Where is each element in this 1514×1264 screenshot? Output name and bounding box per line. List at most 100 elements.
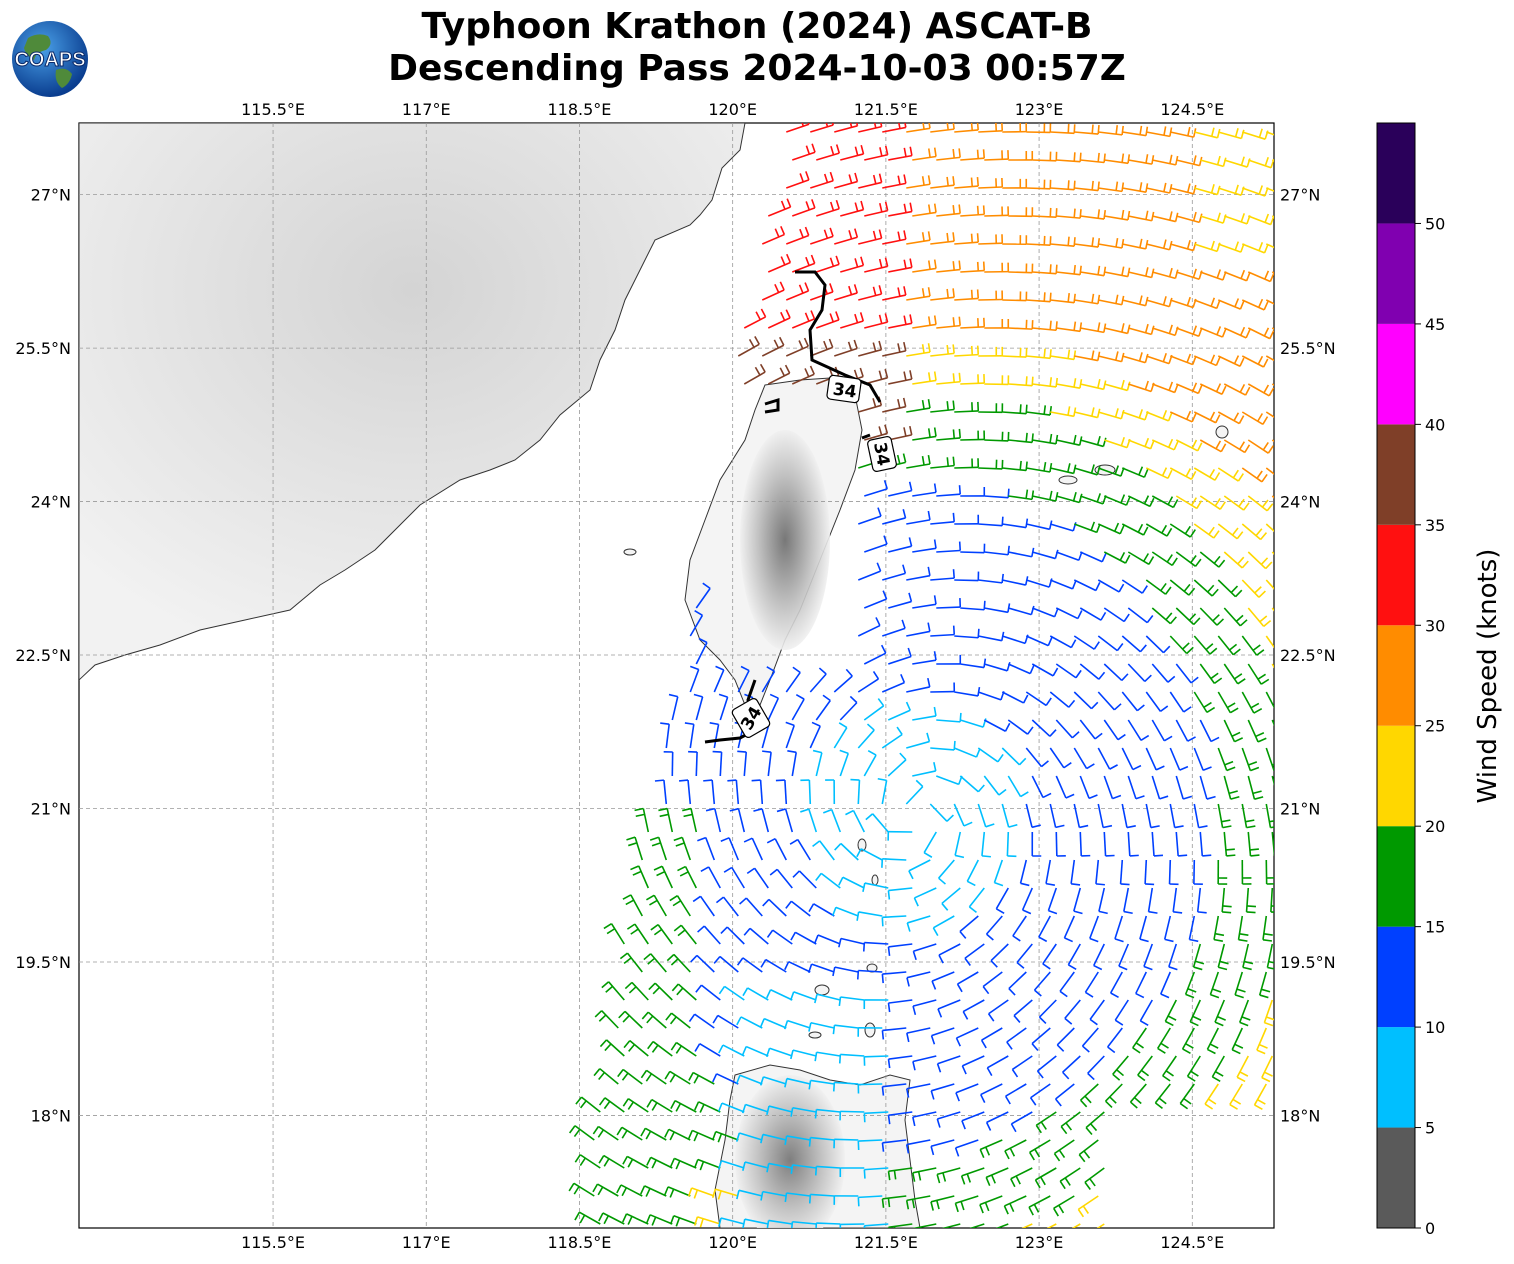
wind-barb xyxy=(882,564,907,581)
lon-tick-label-top: 115.5°E xyxy=(241,100,305,119)
wind-barb xyxy=(877,777,888,805)
wind-barb xyxy=(978,346,1004,357)
wind-barb xyxy=(1127,495,1155,508)
wind-barb xyxy=(961,1111,985,1130)
wind-barb xyxy=(906,231,931,245)
wind-barb xyxy=(858,123,883,133)
wind-barb xyxy=(1238,999,1251,1027)
wind-barb xyxy=(864,535,888,553)
wind-barb xyxy=(1151,495,1179,509)
wind-barb xyxy=(930,176,955,189)
wind-barb xyxy=(838,876,865,889)
wind-barb xyxy=(923,831,937,858)
wind-barb xyxy=(1026,123,1052,134)
wind-barb xyxy=(1127,607,1154,624)
wind-barb xyxy=(713,665,725,693)
wind-barb xyxy=(960,486,986,497)
wind-barb xyxy=(930,400,955,413)
wind-barb xyxy=(960,543,986,554)
wind-barb xyxy=(1059,1167,1081,1190)
wind-barb xyxy=(814,1165,841,1176)
wind-barb xyxy=(881,971,907,984)
wind-barb xyxy=(1193,747,1212,772)
wind-barb xyxy=(712,750,723,777)
wind-barb xyxy=(1170,183,1197,195)
wind-barb xyxy=(984,431,1010,442)
wind-barb xyxy=(1077,1195,1099,1218)
wind-barb xyxy=(1146,239,1173,251)
wind-barb xyxy=(1038,915,1051,943)
wind-barb xyxy=(857,1195,883,1207)
wind-barb xyxy=(964,943,985,966)
wind-barb xyxy=(1002,178,1028,189)
wind-barb xyxy=(1223,831,1236,857)
wind-barb xyxy=(1271,663,1274,669)
wind-barb xyxy=(816,144,841,161)
wind-barb xyxy=(1079,719,1103,740)
wind-barb xyxy=(1164,999,1177,1027)
wind-barb xyxy=(1217,943,1229,971)
wind-barb xyxy=(720,926,745,945)
wind-barb xyxy=(807,963,835,973)
wind-barb xyxy=(1053,1139,1075,1162)
wind-barb xyxy=(1199,607,1225,626)
wind-barb xyxy=(1080,152,1106,164)
wind-barb xyxy=(938,859,955,885)
wind-barb xyxy=(1008,971,1027,996)
lon-tick-label-top: 118.5°E xyxy=(548,100,612,119)
wind-barb xyxy=(1137,1055,1153,1082)
wind-barb xyxy=(1258,971,1271,999)
wind-barb xyxy=(1049,635,1077,649)
wind-barb xyxy=(1122,125,1149,137)
wind-barb xyxy=(1089,915,1100,943)
wind-barb xyxy=(882,286,907,301)
wind-barb xyxy=(887,1223,913,1228)
wind-barb xyxy=(1121,803,1136,829)
wind-barb xyxy=(760,1133,787,1144)
wind-barb xyxy=(936,428,961,441)
svg-text:34: 34 xyxy=(869,441,893,468)
colorbar-tick-label: 5 xyxy=(1425,1119,1435,1138)
wind-barb xyxy=(1008,605,1035,616)
colorbar-bin xyxy=(1377,123,1415,224)
wind-barb xyxy=(959,775,985,793)
wind-barb xyxy=(1139,915,1149,943)
wind-barb xyxy=(695,582,711,609)
wind-barb xyxy=(1152,381,1179,394)
wind-barb xyxy=(650,923,673,945)
wind-barb xyxy=(775,779,788,805)
wind-barb xyxy=(713,955,739,973)
wind-barb xyxy=(1188,915,1199,943)
wind-barb xyxy=(673,836,692,861)
wind-barb xyxy=(1010,1167,1033,1188)
wind-barb xyxy=(1271,719,1274,727)
wind-barb xyxy=(703,779,716,805)
wind-barb xyxy=(1049,803,1065,829)
wind-barb xyxy=(1001,747,1027,766)
wind-barb xyxy=(1229,1083,1243,1110)
wind-barb xyxy=(1157,1027,1171,1054)
wind-barb xyxy=(810,171,834,189)
wind-barb xyxy=(711,1130,739,1143)
colorbar-bin xyxy=(1377,424,1415,525)
lat-tick-label-right: 18°N xyxy=(1280,1106,1320,1125)
wind-barb xyxy=(1206,1027,1219,1055)
wind-barb xyxy=(640,1127,667,1141)
wind-barb xyxy=(1097,635,1124,652)
wind-barb xyxy=(959,915,979,939)
wind-barb xyxy=(646,894,667,917)
wind-barb xyxy=(1265,803,1274,829)
wind-barb xyxy=(955,1027,979,1047)
wind-barb xyxy=(1241,691,1263,714)
wind-barb xyxy=(936,204,961,217)
wind-barb xyxy=(626,923,649,945)
wind-barb xyxy=(737,750,748,777)
wind-barb xyxy=(1265,523,1274,533)
wind-barb xyxy=(1193,691,1216,714)
wind-barb xyxy=(809,338,834,357)
wind-barb xyxy=(980,1027,1003,1049)
wind-barb xyxy=(718,693,729,721)
wind-barb xyxy=(1247,551,1273,570)
wind-barb xyxy=(1097,522,1125,535)
